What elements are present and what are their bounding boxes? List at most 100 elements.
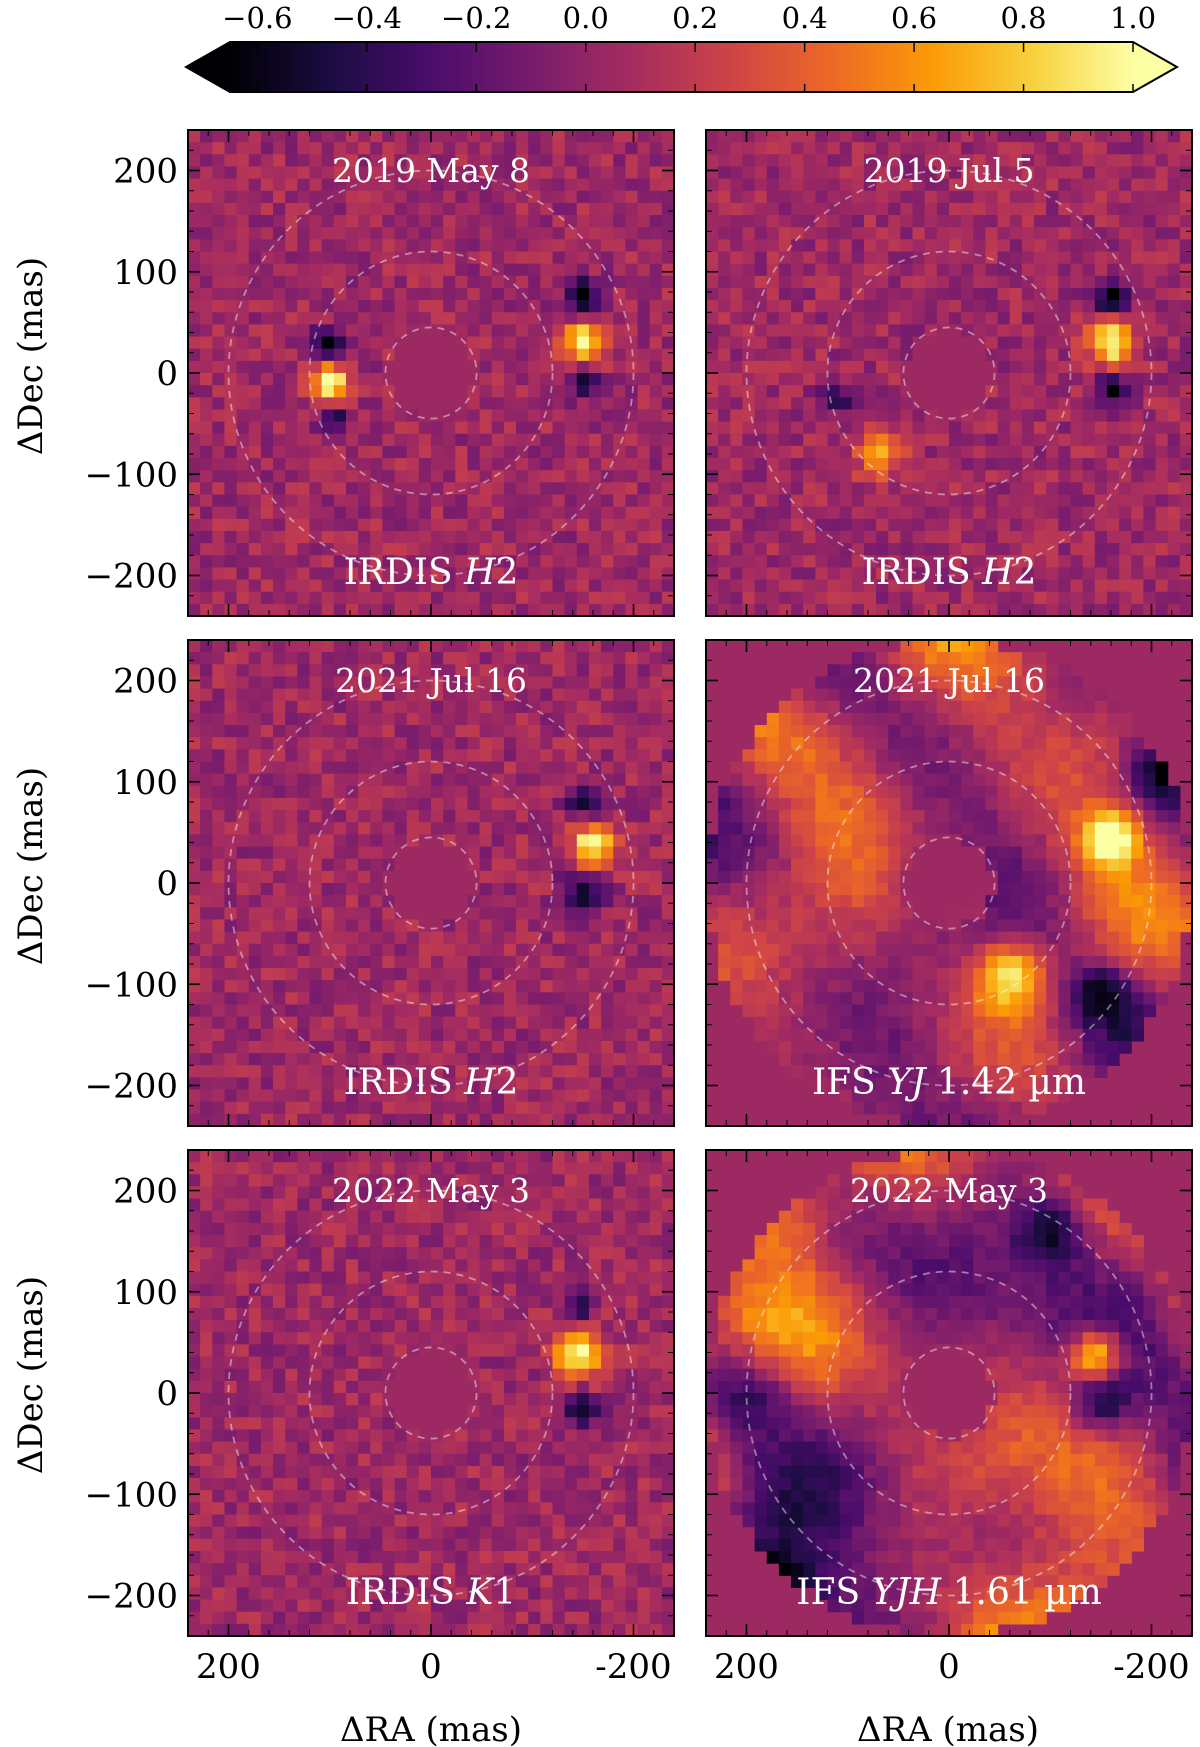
panel-image [188,640,674,1126]
colorbar-tick-label: 0.8 [1000,1,1046,35]
panel-date: 2022 May 3 [850,1171,1048,1210]
instrument-suffix: 1.61 µm [941,1572,1102,1613]
instrument-name: IRDIS [862,552,983,593]
panel-image [706,1150,1192,1636]
separation-circle [826,1270,1072,1516]
separation-circle [384,1346,478,1440]
panel-instrument: IFS YJH 1.61 µm [796,1572,1101,1613]
y-tick-label: −200 [85,1067,178,1107]
separation-circle [308,250,554,496]
y-tick-label: 0 [156,864,178,904]
instrument-name: IRDIS [344,1062,465,1103]
colorbar-tick-label: 0.4 [782,1,828,35]
y-tick-label: 100 [113,1273,178,1313]
y-axis-label: ΔDec (mas) [11,1276,51,1474]
x-tick-label: -200 [1113,1647,1189,1687]
separation-circle [745,1189,1153,1597]
panel-date: 2021 Jul 16 [335,661,527,700]
axis-labels: ΔDec (mas) ΔDec (mas) ΔDec (mas) ΔRA (ma… [11,257,1039,1747]
colorbar-tick-label: 0.6 [891,1,937,35]
panel-image [706,640,1192,1126]
instrument-band: YJH [872,1572,942,1613]
instrument-band: YJ [887,1062,928,1103]
x-tick-label: -200 [595,1647,671,1687]
panel-instrument: IRDIS H2 [344,1062,519,1103]
separation-circle [902,326,996,420]
panel-date: 2021 Jul 16 [853,661,1045,700]
instrument-band: H [981,552,1014,593]
x-tick-label: 200 [714,1647,779,1687]
panel-1: 200 100 0 −100 −200 2019 May 8 IRDIS H2 [85,129,675,617]
instrument-suffix: 1.42 µm [925,1062,1086,1103]
instrument-band: H [463,552,496,593]
colorbar-tick-label: 0.2 [672,1,718,35]
y-tick-label: 100 [113,763,178,803]
colorbar-tick-label: 1.0 [1110,1,1156,35]
colorbar-tick-label: −0.6 [222,1,292,35]
separation-circle [745,679,1153,1087]
separation-circle [227,169,635,577]
panel-date: 2019 Jul 5 [864,151,1035,190]
instrument-suffix: 2 [496,552,519,593]
instrument-suffix: 2 [496,1062,519,1103]
instrument-name: IFS [796,1572,871,1613]
y-tick-label: −200 [85,1577,178,1617]
instrument-suffix: 1 [493,1572,516,1613]
y-tick-label: −100 [85,455,178,495]
x-tick-label: 0 [938,1647,960,1687]
y-tick-label: 200 [113,1172,178,1212]
colorbar-extend-high [1133,42,1177,92]
separation-circle [308,1270,554,1516]
y-tick-label: 200 [113,662,178,702]
separation-circle [902,836,996,930]
panel-instrument: IRDIS H2 [862,552,1037,593]
x-axis-label: ΔRA (mas) [340,1710,522,1747]
colorbar-tick-label: 0.0 [563,1,609,35]
panel-instrument: IRDIS H2 [344,552,519,593]
panel-instrument: IFS YJ 1.42 µm [812,1062,1086,1103]
y-tick-label: −100 [85,1475,178,1515]
instrument-band: H [463,1062,496,1103]
y-tick-label: −100 [85,965,178,1005]
separation-circle [745,169,1153,577]
panel-6: 200 0 -200 2022 May 3 IFS YJH 1.61 µm [705,1149,1193,1687]
y-tick-label: 200 [113,152,178,192]
panel-image [706,130,1192,616]
panel-5: 200 100 0 −100 −200 200 0 -200 2022 May 3 IRDIS K… [85,1149,675,1687]
colorbar-gradient [230,42,1133,92]
separation-circle [308,760,554,1006]
x-tick-label: 0 [420,1647,442,1687]
panel-instrument: IRDIS K1 [346,1572,516,1613]
y-axis-label: ΔDec (mas) [11,257,51,455]
y-axis-label: ΔDec (mas) [11,767,51,965]
separation-circle [227,679,635,1087]
panel-date: 2019 May 8 [332,151,530,190]
separation-circle [384,326,478,420]
y-tick-label: −200 [85,557,178,597]
panel-image [188,1150,674,1636]
separation-circle [384,836,478,930]
y-tick-label: 100 [113,253,178,293]
colorbar-outline [183,41,1180,93]
instrument-name: IFS [812,1062,887,1103]
y-tick-label: 0 [156,354,178,394]
panel-image [188,130,674,616]
y-tick-label: 0 [156,1374,178,1414]
separation-circle [826,250,1072,496]
colorbar-tick-label: −0.4 [332,1,402,35]
separation-circle [227,1189,635,1597]
panel-4: 2021 Jul 16 IFS YJ 1.42 µm [705,639,1193,1127]
instrument-name: IRDIS [346,1572,467,1613]
panel-3: 200 100 0 −100 −200 2021 Jul 16 IRDIS H2 [85,639,675,1127]
colorbar-tick-label: −0.2 [441,1,511,35]
instrument-suffix: 2 [1014,552,1037,593]
colorbar: −0.6 −0.4 −0.2 0.0 0.2 0.4 0.6 0.8 1.0 [183,1,1180,93]
panel-2: 2019 Jul 5 IRDIS H2 [705,129,1193,617]
separation-circle [826,760,1072,1006]
instrument-band: K [465,1572,495,1613]
separation-circle [902,1346,996,1440]
x-tick-label: 200 [196,1647,261,1687]
instrument-name: IRDIS [344,552,465,593]
